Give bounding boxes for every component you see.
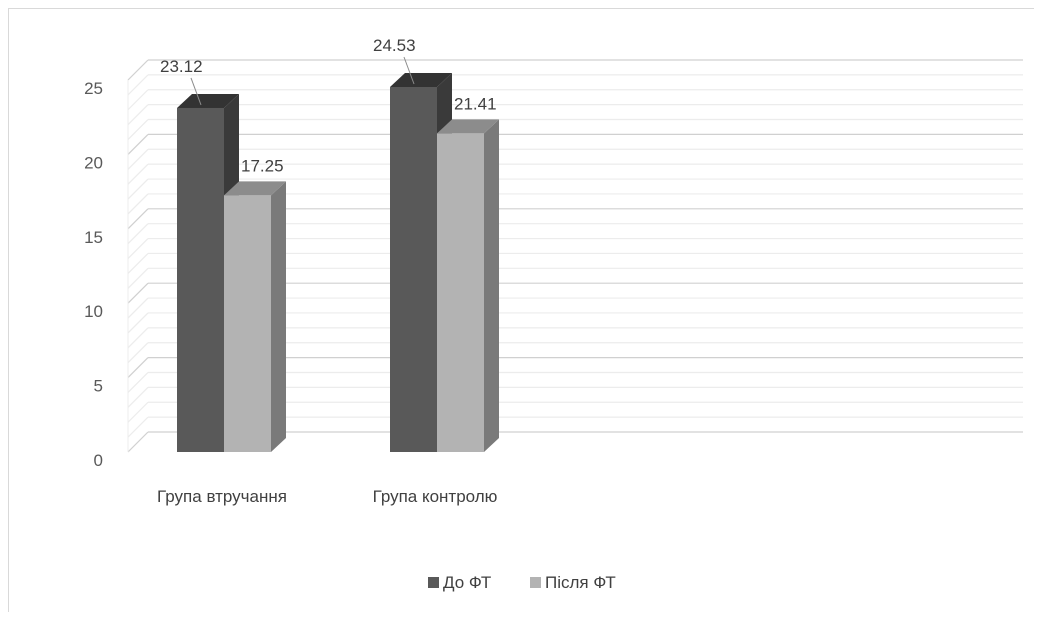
bar [437,133,484,453]
y-tick-label: 10 [84,302,103,321]
gridline-side [127,104,149,126]
data-label: 21.41 [454,94,497,113]
gridline-side [127,386,149,408]
bar [390,86,437,453]
gridline-side [127,401,149,423]
y-tick-label: 20 [84,153,103,172]
gridline-side [127,59,149,81]
gridline-side [127,178,149,200]
x-tick-label: Група втручання [157,487,287,506]
gridline-side [127,133,149,155]
data-label: 24.53 [373,36,416,55]
gridline-side [127,282,149,304]
bars [177,72,499,453]
gridlines [127,59,1023,453]
legend-swatch [428,577,439,588]
gridline-side [127,74,149,96]
data-label-leader [403,56,415,85]
y-tick-label: 5 [94,377,103,396]
y-tick-label: 0 [94,451,103,470]
gridline-side [127,193,149,215]
gridline-side [127,253,149,274]
gridline-side [127,223,149,245]
gridline-side [127,357,149,379]
legend-label: До ФТ [443,573,491,592]
gridline-side [127,208,149,230]
data-label: 23.12 [160,57,203,76]
y-tick-label: 15 [84,228,103,247]
gridline-side [127,148,149,170]
gridline-side [127,416,149,438]
bar-side [271,181,286,452]
y-tick-label: 25 [84,79,103,98]
bar-top [177,93,239,108]
gridline-side [127,89,149,111]
data-labels: 23.12 17.25 24.53 21.41 [160,36,497,175]
gridline-side [127,238,149,259]
bar [177,107,224,453]
x-tick-label: Група контролю [373,487,498,506]
chart-frame [8,8,1034,612]
gridline-side [127,312,149,334]
gridline-side [127,297,149,319]
gridline-side [127,163,149,185]
bar-side [484,119,499,453]
data-label: 17.25 [241,156,284,175]
bar-top [224,181,286,196]
gridline-side [127,267,149,289]
legend-swatch [530,577,541,588]
gridline-side [127,342,149,364]
data-label-leader [190,77,202,106]
gridline-side [127,372,149,393]
gridline-side [127,327,149,349]
legend-label: Після ФТ [545,573,616,592]
bar-top [390,72,452,87]
gridline-side [127,119,149,140]
bar-top [437,119,499,134]
x-axis: Група втручання Група контролю [157,487,498,506]
legend: До ФТ Після ФТ [428,573,616,592]
gridline-side [127,431,149,453]
bar [224,195,271,452]
y-axis: 0 5 10 15 20 25 [84,79,103,470]
